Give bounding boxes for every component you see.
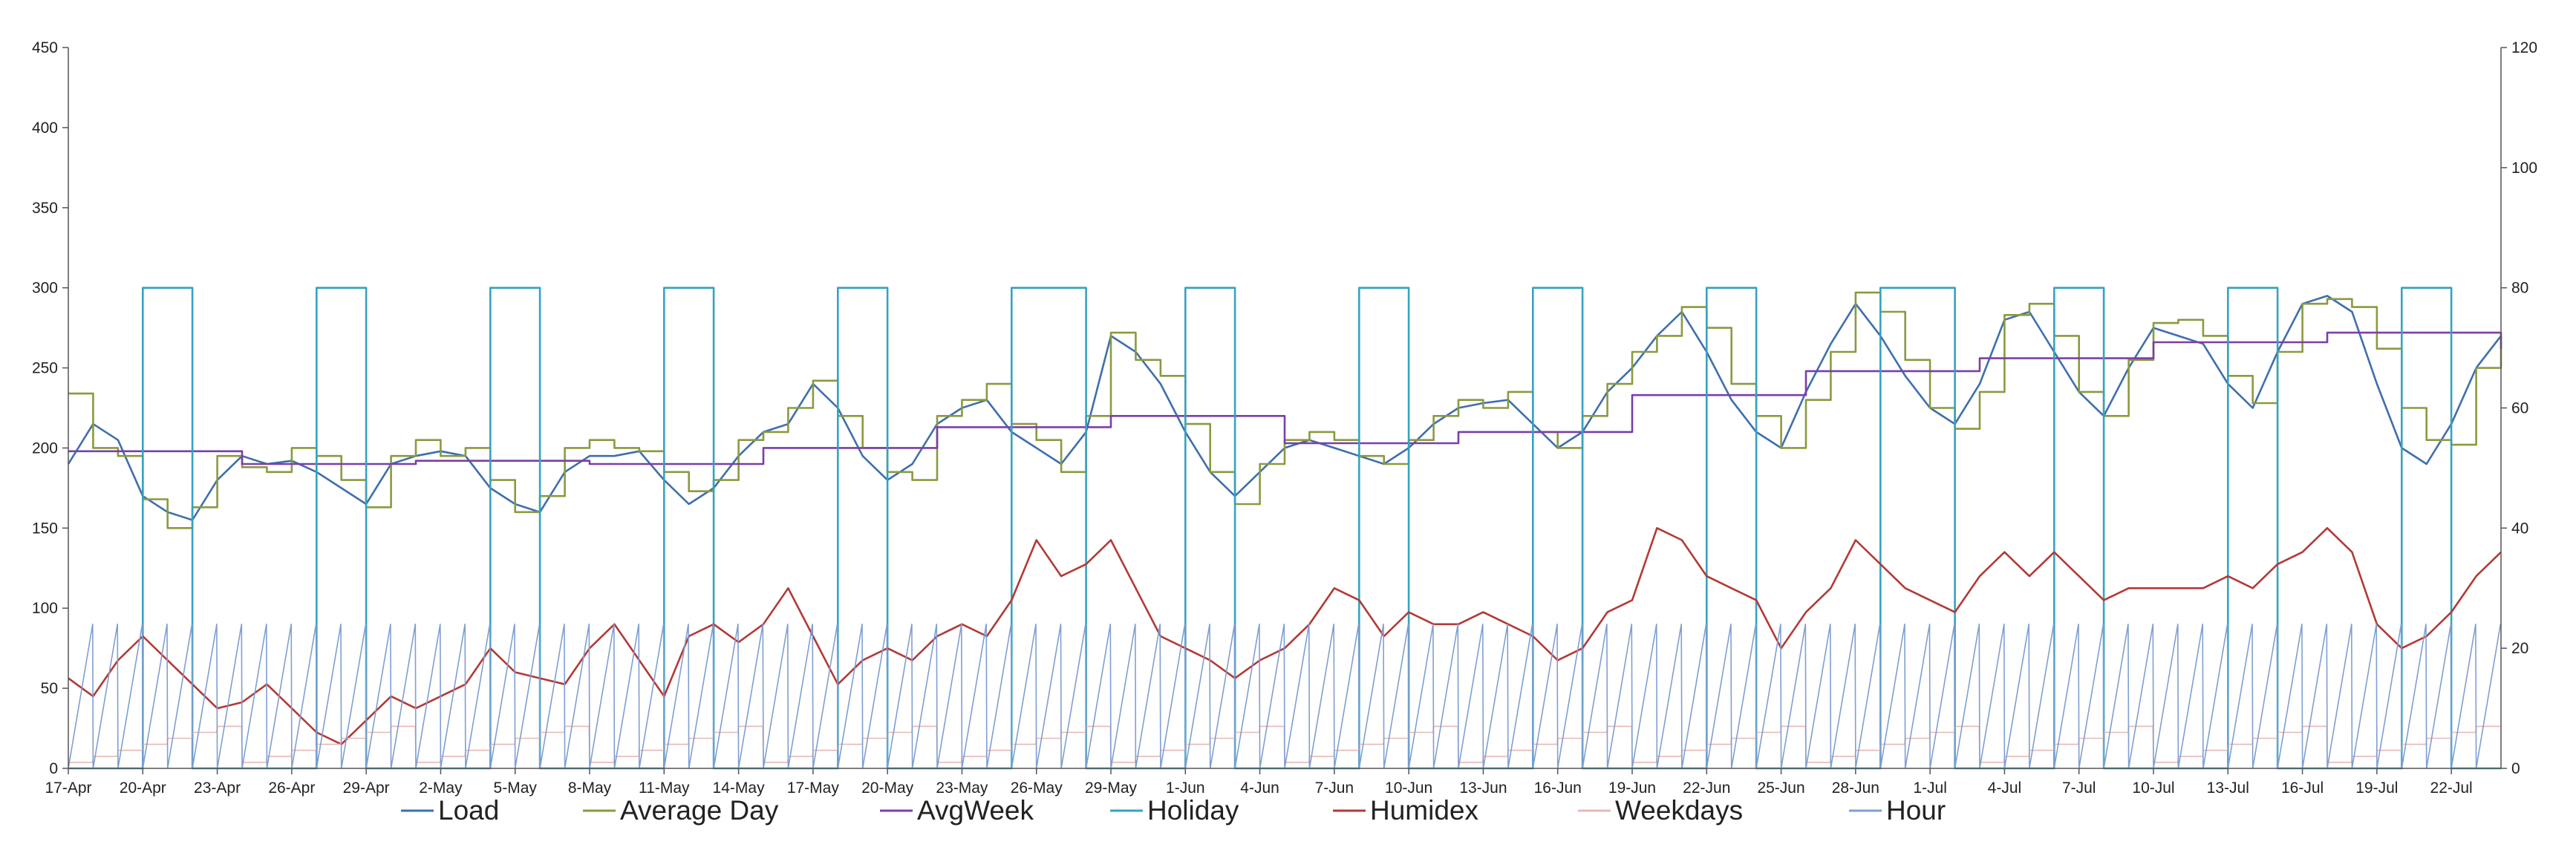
y-left-tick-label: 350 (32, 200, 58, 217)
y-right-tick-label: 20 (2511, 640, 2528, 657)
legend-label-humidex: Humidex (1370, 795, 1478, 826)
x-tick-label: 17-Apr (45, 780, 91, 797)
x-tick-label: 8-May (568, 780, 612, 797)
x-tick-label: 20-May (861, 780, 914, 797)
x-tick-label: 29-Apr (343, 780, 390, 797)
y-left-tick-label: 150 (32, 520, 58, 537)
x-tick-label: 22-Jul (2430, 780, 2473, 797)
x-tick-label: 7-Jul (2062, 780, 2096, 797)
x-tick-label: 10-Jul (2132, 780, 2174, 797)
x-tick-label: 23-May (936, 780, 988, 797)
x-tick-label: 13-Jul (2207, 780, 2249, 797)
x-tick-label: 19-Jul (2355, 780, 2398, 797)
x-tick-label: 10-Jun (1385, 780, 1432, 797)
x-tick-label: 5-May (494, 780, 538, 797)
y-left-tick-label: 450 (32, 39, 58, 56)
x-tick-label: 20-Apr (120, 780, 166, 797)
x-tick-label: 7-Jun (1315, 780, 1354, 797)
y-right-tick-label: 100 (2511, 160, 2537, 177)
x-tick-label: 19-Jun (1608, 780, 1656, 797)
series-line-average-day (68, 291, 2502, 529)
y-right-tick-label: 60 (2511, 400, 2528, 417)
x-tick-label: 26-May (1011, 780, 1063, 797)
y-left-tick-label: 300 (32, 280, 58, 297)
x-tick-label: 23-Apr (194, 780, 241, 797)
x-tick-label: 11-May (639, 780, 690, 797)
y-right-tick-label: 0 (2511, 760, 2520, 777)
x-tick-label: 28-Jun (1832, 780, 1879, 797)
legend-label-average-day: Average Day (620, 795, 779, 826)
x-tick-label: 29-May (1085, 780, 1138, 797)
x-tick-label: 14-May (713, 780, 766, 797)
x-tick-label: 4-Jun (1240, 780, 1279, 797)
y-right-tick-label: 120 (2511, 39, 2537, 56)
y-left-tick-label: 0 (49, 760, 58, 777)
y-left-tick-label: 200 (32, 439, 58, 457)
y-left-tick-label: 100 (32, 600, 58, 617)
series-line-avgweek (68, 331, 2502, 465)
x-tick-label: 2-May (419, 780, 463, 797)
y-left-tick-label: 50 (41, 680, 58, 697)
x-tick-label: 1-Jul (1913, 780, 1947, 797)
y-left-tick-label: 400 (32, 120, 58, 137)
legend-label-avgweek: AvgWeek (917, 795, 1034, 826)
y-right-tick-label: 40 (2511, 520, 2528, 537)
x-tick-label: 16-Jul (2281, 780, 2324, 797)
x-tick-label: 22-Jun (1683, 780, 1730, 797)
x-tick-label: 4-Jul (1988, 780, 2022, 797)
y-right-tick-label: 80 (2511, 280, 2528, 297)
legend-label-weekdays: Weekdays (1615, 795, 1743, 826)
x-tick-label: 13-Jun (1459, 780, 1507, 797)
series-line-load (67, 295, 2502, 521)
x-tick-label: 1-Jun (1166, 780, 1205, 797)
x-tick-label: 16-Jun (1534, 780, 1582, 797)
legend-label-load: Load (438, 795, 499, 826)
x-tick-label: 26-Apr (268, 780, 315, 797)
x-tick-label: 17-May (787, 780, 840, 797)
legend-label-holiday: Holiday (1147, 795, 1239, 826)
series-line-hour (68, 624, 2502, 769)
legend-label-hour: Hour (1886, 795, 1946, 826)
x-tick-label: 25-Jun (1757, 780, 1804, 797)
y-left-tick-label: 250 (32, 360, 58, 377)
